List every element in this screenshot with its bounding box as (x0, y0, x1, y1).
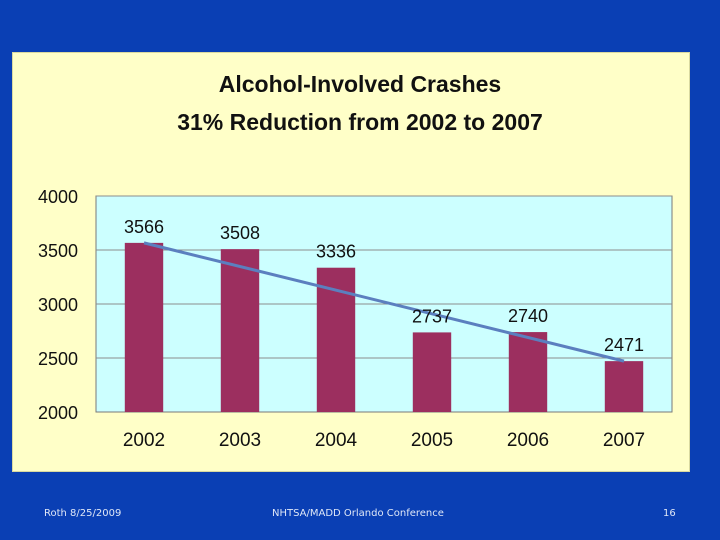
bar-2002 (124, 242, 164, 412)
gridlines (96, 195, 672, 359)
trendline-group (143, 241, 625, 363)
x-tick-label: 2005 (411, 430, 453, 451)
y-tick-label: 2500 (38, 349, 78, 369)
bar-2005 (412, 332, 452, 412)
data-label-2004: 3336 (316, 242, 356, 262)
x-tick-label: 2002 (123, 430, 165, 451)
x-tick-label: 2006 (507, 430, 549, 451)
bar-2006 (508, 332, 548, 412)
y-tick-label: 3000 (38, 295, 78, 315)
footer-left: Roth 8/25/2009 (44, 508, 122, 519)
y-axis-tick-labels: 2000 2500 3000 3500 4000 (38, 187, 78, 423)
x-axis-tick-labels: 2002 2003 2004 2005 2006 2007 (123, 430, 645, 451)
bar-2004 (316, 267, 356, 412)
trendline (143, 241, 625, 363)
data-label-2007: 2471 (604, 335, 644, 355)
y-tick-label: 3500 (38, 241, 78, 261)
data-label-2005: 2737 (412, 306, 452, 326)
bar-2007 (604, 361, 644, 412)
footer-center: NHTSA/MADD Orlando Conference (272, 508, 444, 519)
x-tick-label: 2004 (315, 430, 358, 451)
chart-title-line-2: 31% Reduction from 2002 to 2007 (177, 109, 543, 135)
y-tick-label: 2000 (38, 403, 78, 423)
data-label-2002: 3566 (124, 217, 164, 237)
bar-2003 (220, 249, 260, 412)
x-tick-label: 2007 (603, 430, 645, 451)
data-label-2006: 2740 (508, 306, 548, 326)
chart-title-line-1: Alcohol-Involved Crashes (218, 71, 502, 97)
y-tick-label: 4000 (38, 187, 78, 207)
data-labels: 3566 3508 3336 2737 2740 2471 (124, 217, 644, 355)
footer-page-number: 16 (663, 508, 676, 519)
x-tick-label: 2003 (219, 430, 261, 451)
bars-group (124, 242, 644, 412)
data-label-2003: 3508 (220, 223, 260, 243)
